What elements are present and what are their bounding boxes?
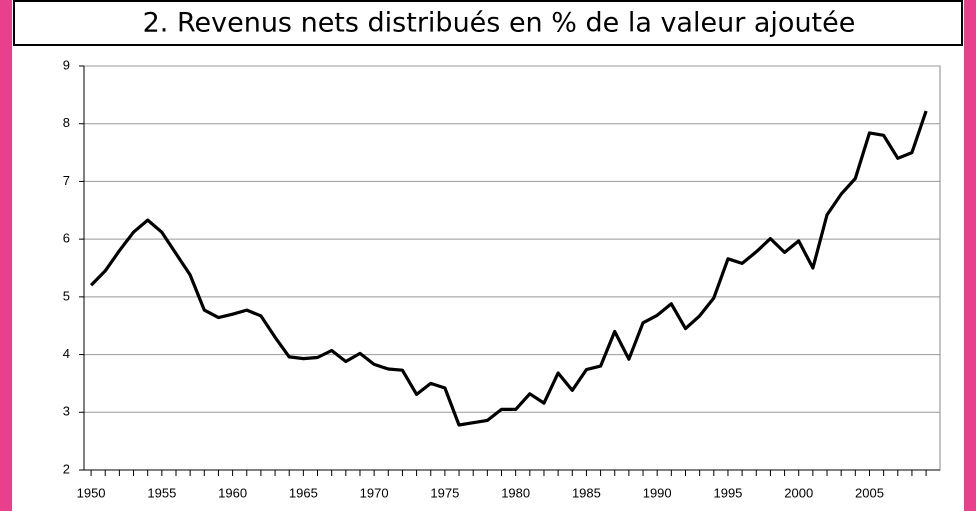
x-tick-label: 1965: [289, 485, 318, 500]
title-box: [13, 0, 963, 46]
y-tick-label: 3: [63, 404, 70, 419]
y-tick-label: 2: [63, 461, 70, 476]
y-tick-label: 9: [63, 57, 70, 72]
x-tick-label: 2005: [855, 485, 884, 500]
x-tick-label: 1985: [572, 485, 601, 500]
x-tick-label: 1950: [77, 485, 106, 500]
x-tick-label: 1960: [218, 485, 247, 500]
chart-title: 2. Revenus nets distribués en % de la va…: [143, 8, 856, 39]
y-tick-label: 8: [63, 115, 70, 130]
x-tick-label: 1995: [713, 485, 742, 500]
x-tick-label: 1990: [643, 485, 672, 500]
x-tick-label: 1970: [360, 485, 389, 500]
x-tick-label: 1980: [501, 485, 530, 500]
data-line: [89, 110, 928, 427]
y-tick-label: 6: [63, 231, 70, 246]
x-tick-label: 1975: [430, 485, 459, 500]
y-tick-label: 4: [63, 346, 70, 361]
x-tick-label: 2000: [784, 485, 813, 500]
y-tick-label: 5: [63, 288, 70, 303]
canvas: [12, 0, 964, 511]
y-tick-label: 7: [63, 173, 70, 188]
x-tick-label: 1955: [147, 485, 176, 500]
